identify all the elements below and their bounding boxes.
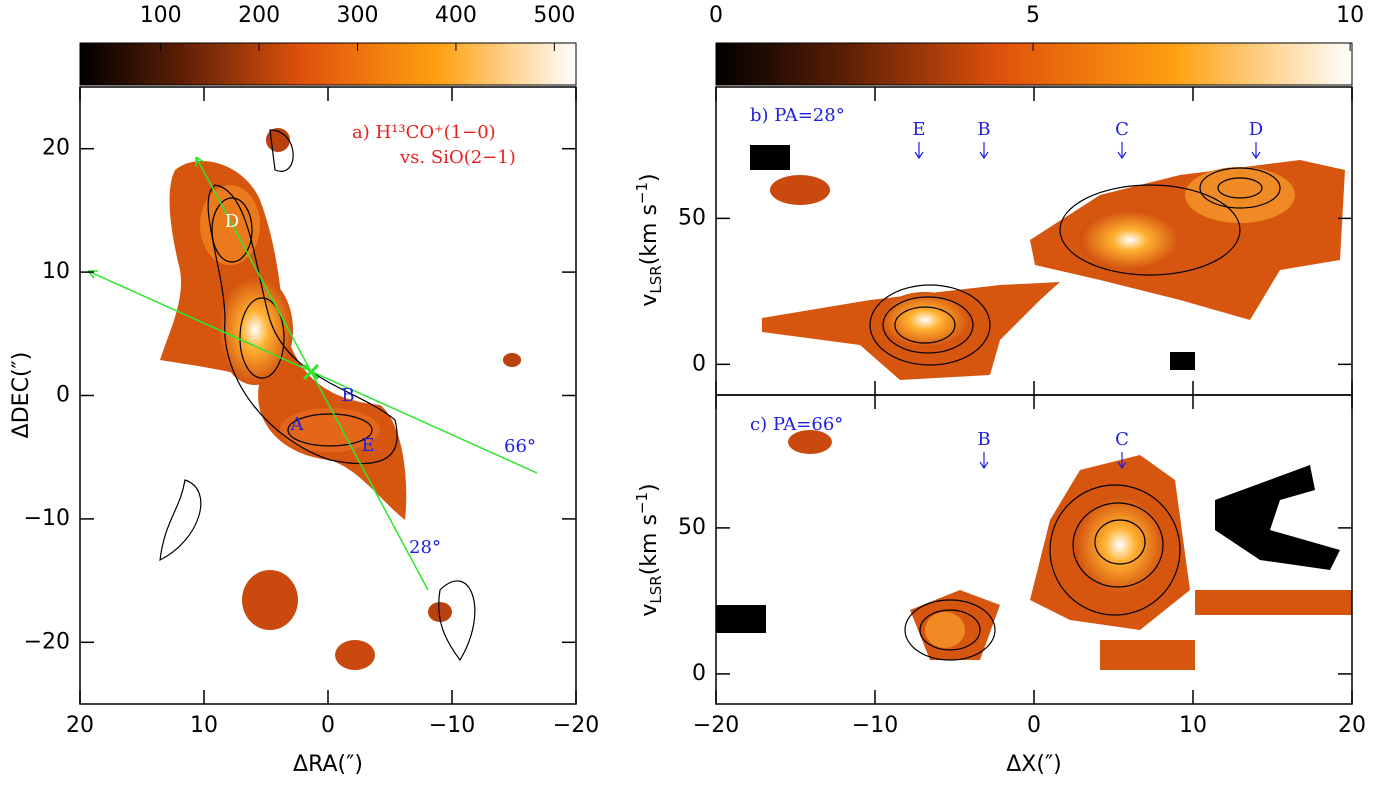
y-axis-label-part: −1 [633,492,651,514]
y-axis-label-part: LSR [647,575,665,603]
y-axis-label-part: (km s [637,514,662,575]
colorbar-tick-label: 5 [1026,3,1040,28]
map-c [716,430,1352,670]
annotation: A [290,414,305,435]
y-axis-label-part: v [637,604,662,617]
annotation: E [361,435,374,456]
colorbar-tick-label: 300 [337,3,379,28]
y-axis-label: vLSR(km s−1) [633,483,665,616]
annotation: vs. SiO(2−1) [399,147,516,168]
annotation: B [977,429,990,450]
colorbar-tick-label: 400 [435,3,477,28]
y-tick-label: 50 [678,515,706,540]
colorbar [715,42,1353,86]
arrow [1117,142,1127,160]
y-tick-label: 0 [692,661,706,686]
y-tick-label: 10 [42,259,70,284]
y-tick-label: 20 [42,136,70,161]
annotation: E [912,119,925,140]
annotation: 66° [504,436,536,457]
x-tick-label: −10 [852,713,898,738]
colorbar-tick-label: 500 [533,3,575,28]
annotation: b) PA=28° [750,105,845,126]
colorbar-tick-label: 200 [238,3,280,28]
annotation: C [1115,119,1129,140]
colorbar-tick-label: 100 [140,3,182,28]
y-axis-label: vLSR(km s−1) [633,173,665,306]
x-tick-label: 20 [66,713,94,738]
y-axis-label-part: −1 [633,182,651,204]
y-axis-label: ΔDEC(″) [9,352,34,439]
y-axis-label-part: v [637,294,662,307]
y-tick-label: −20 [24,629,70,654]
annotation: B [341,385,354,406]
x-tick-label: −20 [693,713,739,738]
annotation: B [977,119,990,140]
arrow [979,142,989,160]
arrow [1117,452,1127,470]
map-a [87,128,538,670]
x-axis-label: ΔRA(″) [293,752,363,777]
x-axis-label: ΔX(″) [1006,752,1062,777]
arrow [914,142,924,160]
x-tick-label: 0 [1027,713,1041,738]
colorbar [79,42,577,86]
colorbar-tick-label: 10 [1336,3,1364,28]
annotation: D [225,211,239,232]
annotation: 28° [409,537,441,558]
arrow [1251,142,1261,160]
x-tick-label: 10 [1179,713,1207,738]
x-tick-label: 10 [190,713,218,738]
y-axis-label-part: (km s [637,204,662,265]
map-b [750,145,1345,380]
x-tick-label: −10 [429,713,475,738]
x-tick-label: −20 [553,713,599,738]
x-tick-label: 0 [321,713,335,738]
colorbar-tick-label: 0 [709,3,723,28]
y-tick-label: −10 [24,506,70,531]
annotation: C [1115,429,1129,450]
annotation: c) PA=66° [750,414,843,435]
y-tick-label: 0 [56,383,70,408]
y-axis-label-part: ) [637,173,662,182]
annotation: a) H¹³CO⁺(1−0) [352,122,496,143]
arrow [979,452,989,470]
y-tick-label: 50 [678,205,706,230]
y-tick-label: 0 [692,351,706,376]
x-tick-label: 20 [1338,713,1366,738]
annotation: D [1249,119,1263,140]
y-axis-label-part: LSR [647,265,665,293]
y-axis-label-part: ) [637,483,662,492]
